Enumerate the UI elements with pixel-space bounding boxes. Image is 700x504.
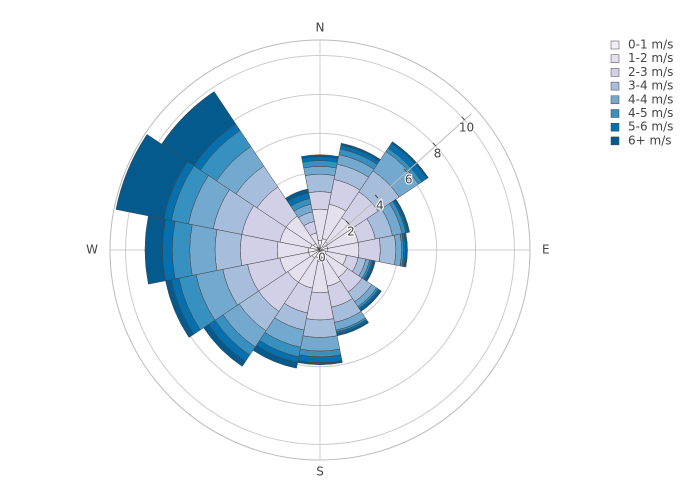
legend-swatch (610, 81, 620, 91)
bar-segment (403, 232, 408, 268)
bar-segment (390, 141, 429, 180)
radial-tick (345, 220, 350, 225)
radial-tick-label: 2 (347, 224, 355, 238)
bar-segment (378, 234, 397, 266)
bar-segment (304, 173, 336, 194)
legend: 0-1 m/s1-2 m/s2-3 m/s3-4 m/s4-4 m/s4-5 m… (610, 38, 673, 147)
bars (115, 91, 429, 369)
radial-axis-line (319, 113, 472, 251)
bar-segment (299, 335, 341, 352)
bar-segment (285, 188, 309, 202)
radial-tick-label: 8 (434, 146, 442, 160)
radial-tick-label: 10 (459, 120, 474, 134)
radial-axis: 0 2 4 6 8 10 (316, 113, 475, 266)
legend-label: 0-1 m/s (628, 38, 673, 52)
radial-tick-label: 4 (376, 198, 384, 212)
bar-segment (144, 215, 166, 285)
radial-tick-label: 6 (405, 172, 413, 186)
bar-segment (189, 224, 218, 276)
legend-swatch (610, 54, 620, 63)
legend-swatch (610, 68, 620, 77)
legend-label: 4-5 m/s (628, 106, 673, 120)
angular-tick-label: E (542, 243, 550, 257)
legend-label: 2-3 m/s (628, 65, 673, 79)
radial-tick (461, 116, 465, 121)
legend-swatch (610, 95, 620, 105)
radial-tick (374, 194, 379, 199)
bar-segment (302, 318, 338, 338)
radial-grid-line (125, 55, 515, 445)
legend-swatch (610, 122, 620, 132)
angular-tick-label: W (86, 243, 98, 257)
legend-label: 1-2 m/s (628, 51, 673, 65)
radial-tick (316, 246, 321, 251)
bar-segment (308, 191, 332, 211)
radial-tick-label: 0 (318, 251, 326, 265)
legend-swatch (610, 109, 620, 118)
radial-tick (432, 142, 436, 147)
legend-label: 6+ m/s (628, 133, 672, 147)
legend-label: 4-4 m/s (628, 92, 673, 106)
bar-segment (161, 91, 237, 167)
bar-segment (214, 229, 243, 271)
radial-tick (403, 168, 408, 173)
legend-swatch (610, 40, 620, 50)
legend-label: 5-6 m/s (628, 120, 673, 134)
bar-segment (171, 220, 193, 280)
legend-label: 3-4 m/s (628, 79, 673, 93)
angular-tick-label: S (316, 465, 324, 479)
angular-tick-label: N (316, 21, 325, 35)
bar-segment (303, 166, 337, 176)
bar-segment (394, 198, 410, 233)
legend-swatch (610, 136, 620, 146)
